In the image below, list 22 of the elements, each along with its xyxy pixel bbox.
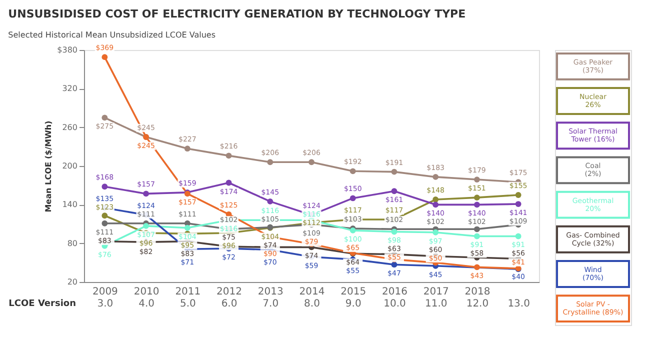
x-tick-label: 2013 7.0 xyxy=(258,286,284,310)
x-tick-label: 2016 10.0 xyxy=(382,286,408,310)
chart-title: UNSUBSIDISED COST OF ELECTRICITY GENERATION BY TECHNOLOGY TYPE xyxy=(8,7,466,20)
x-tick-label: 2010 4.0 xyxy=(134,286,160,310)
y-tick-label: 80 xyxy=(67,238,78,248)
x-tick-label: 2014 8.0 xyxy=(299,286,325,310)
x-tick-label: 13.0 xyxy=(508,298,530,310)
x-tick-label: 2012 6.0 xyxy=(216,286,242,310)
y-tick-label: 140 xyxy=(62,200,78,210)
x-tick-label: 2009 3.0 xyxy=(92,286,118,310)
y-tick-label: 320 xyxy=(62,84,78,94)
chart-subtitle: Selected Historical Mean Unsubsidized LCOE Values xyxy=(8,30,216,40)
y-tick-label: $380 xyxy=(57,46,78,54)
x-tick-label: 2018 12.0 xyxy=(464,286,490,310)
x-tick-label: 2017 11.0 xyxy=(423,286,449,310)
text: LCOE Version xyxy=(8,299,76,309)
y-tick-label: 20 xyxy=(67,278,78,286)
y-tick-label: 260 xyxy=(62,122,78,132)
x-tick-label: 2011 5.0 xyxy=(175,286,201,310)
x-tick-label: 2015 9.0 xyxy=(340,286,366,310)
y-axis-title: Mean LCOE ($/MWh) xyxy=(44,120,54,212)
y-tick-label: 200 xyxy=(62,162,78,170)
